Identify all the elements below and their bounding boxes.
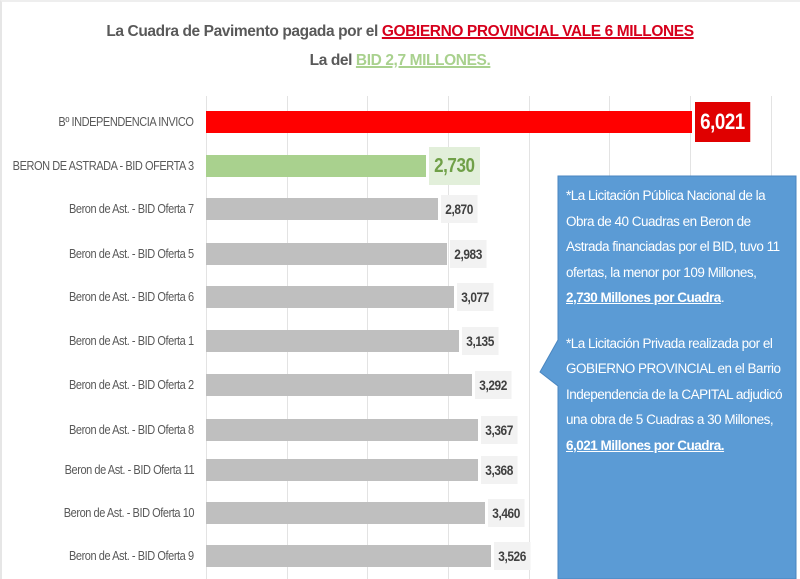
data-label: 3,526	[494, 542, 531, 570]
title-highlight-bid: BID 2,7 MILLONES.	[355, 52, 491, 69]
category-label: Beron de Ast. - BID Oferta 5	[69, 247, 194, 261]
chart-title-line1: La Cuadra de Pavimento pagada por el GOB…	[0, 23, 800, 41]
category-label: BERON DE ASTRADA - BID OFERTA 3	[13, 159, 194, 173]
data-label: 2,730	[429, 147, 480, 185]
category-label: Beron de Ast. - BID Oferta 7	[69, 202, 194, 216]
title-highlight-provincial: GOBIERNO PROVINCIAL VALE 6 MILLONES	[381, 23, 694, 40]
title-prefix: La Cuadra de Pavimento pagada por el	[106, 23, 382, 40]
data-label: 3,135	[462, 327, 499, 355]
callout-text: *La Licitación Pública Nacional de la Ob…	[566, 183, 788, 458]
category-label: Beron de Ast. - BID Oferta 8	[69, 423, 194, 437]
bar	[206, 374, 472, 396]
category-label: Beron de Ast. - BID Oferta 9	[69, 549, 194, 563]
title-prefix-2: La del	[309, 52, 356, 69]
chart-title-line2: La del BID 2,7 MILLONES.	[0, 52, 800, 70]
callout-paragraph-provincial: *La Licitación Privada realizada por el …	[566, 335, 783, 453]
bar	[206, 243, 447, 265]
data-label: 3,077	[457, 283, 494, 311]
category-label: Beron de Ast. - BID Oferta 6	[69, 290, 194, 304]
bar	[206, 419, 478, 441]
data-label: 6,021	[695, 102, 750, 142]
data-label: 2,983	[450, 240, 487, 268]
callout-paragraph-bid: *La Licitación Pública Nacional de la Ob…	[566, 188, 780, 305]
category-label: Beron de Ast. - BID Oferta 1	[69, 334, 194, 348]
category-label: Beron de Ast. - BID Oferta 10	[63, 506, 195, 520]
bar	[206, 330, 459, 352]
category-label: Beron de Ast. - BID Oferta 11	[64, 463, 195, 477]
data-label: 3,368	[481, 456, 518, 484]
data-label: 3,292	[475, 371, 512, 399]
data-label: 3,367	[481, 416, 518, 444]
bar	[206, 459, 478, 481]
bar	[206, 155, 426, 177]
bar	[206, 286, 454, 308]
bar	[206, 111, 692, 133]
category-label: Beron de Ast. - BID Oferta 2	[69, 378, 194, 392]
data-label: 2,870	[441, 195, 478, 223]
gridline	[529, 96, 530, 579]
data-label: 3,460	[488, 499, 525, 527]
bar	[206, 198, 438, 220]
category-label: Bº INDEPENDENCIA INVICO	[58, 115, 195, 129]
bar	[206, 545, 491, 567]
bar	[206, 502, 485, 524]
